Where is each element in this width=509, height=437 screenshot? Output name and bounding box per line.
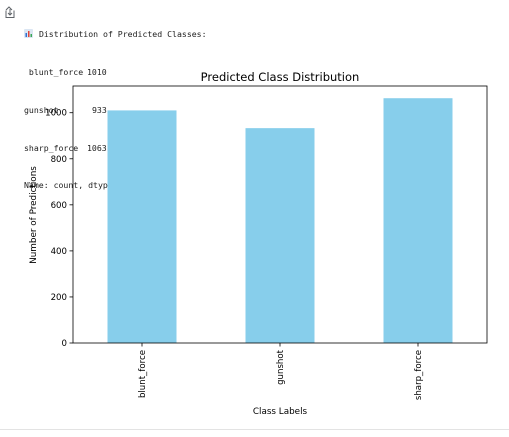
x-axis: blunt_force gunshot sharp_force xyxy=(138,343,424,400)
y-tick-label: 400 xyxy=(51,247,67,257)
output-row: gunshot 933 xyxy=(24,104,207,117)
y-axis-label: Number of Predictions xyxy=(29,166,39,264)
cell-divider xyxy=(0,429,509,430)
output-row-value: 1063 xyxy=(87,142,107,153)
output-row: sharp_force 1063 xyxy=(24,142,207,155)
x-tick-label: blunt_force xyxy=(138,350,148,398)
x-tick-label: gunshot xyxy=(276,349,286,385)
output-header-text: Distribution of Predicted Classes: xyxy=(38,29,207,40)
y-tick-label: 200 xyxy=(51,293,67,303)
output-row-label: sharp_force xyxy=(24,142,79,153)
chart-title: Predicted Class Distribution xyxy=(201,70,360,84)
x-axis-label: Class Labels xyxy=(253,407,308,417)
output-header-line: Distribution of Predicted Classes: xyxy=(24,28,207,41)
x-tick-label: sharp_force xyxy=(414,350,424,400)
plot-frame xyxy=(72,85,488,344)
bar-chart-icon xyxy=(24,29,33,39)
output-row-value: 1010 xyxy=(87,66,107,77)
output-row-value: 933 xyxy=(92,104,107,115)
bar-series xyxy=(107,98,453,343)
y-tick-label: 600 xyxy=(51,201,67,211)
y-tick-label: 0 xyxy=(62,339,67,349)
y-tick-label: 800 xyxy=(51,155,67,165)
bar-blunt-force xyxy=(107,110,177,343)
output-row-label: blunt_force xyxy=(24,66,84,77)
output-toggle-icon[interactable] xyxy=(4,5,16,19)
bar-sharp-force xyxy=(383,98,453,343)
bar-gunshot xyxy=(245,128,315,343)
y-axis: 0 200 400 600 800 1000 xyxy=(45,109,73,349)
output-row: blunt_force 1010 xyxy=(24,66,207,79)
output-row-label: gunshot xyxy=(24,104,59,115)
y-tick-label: 1000 xyxy=(45,109,67,119)
